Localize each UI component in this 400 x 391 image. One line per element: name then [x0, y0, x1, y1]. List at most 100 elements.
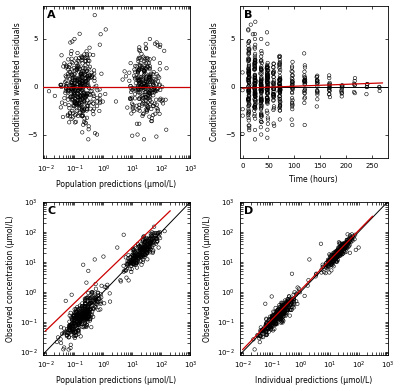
Point: [83, 295, 89, 301]
Point: [330, 259, 336, 265]
Point: [135, 87, 142, 93]
Point: [326, 91, 332, 97]
Point: [70, 329, 76, 335]
Point: [142, 244, 148, 251]
Point: [272, 317, 278, 324]
Point: [301, 68, 308, 75]
Point: [74, 313, 80, 319]
Point: [284, 307, 290, 313]
Point: [79, 129, 86, 135]
Point: [276, 63, 283, 70]
Point: [127, 83, 134, 89]
Point: [258, 334, 264, 340]
Point: [264, 332, 270, 338]
Point: [328, 256, 334, 262]
Point: [149, 244, 155, 250]
Point: [87, 64, 93, 70]
Point: [63, 86, 70, 92]
Point: [100, 253, 107, 260]
Point: [130, 256, 136, 263]
Point: [330, 252, 337, 258]
Point: [326, 258, 332, 264]
Point: [352, 75, 358, 81]
Point: [289, 78, 295, 84]
Point: [328, 260, 335, 266]
Point: [151, 83, 158, 89]
Point: [84, 102, 90, 108]
Point: [125, 277, 132, 283]
Point: [69, 86, 75, 92]
Point: [277, 102, 283, 108]
Point: [277, 88, 283, 95]
Point: [143, 246, 150, 253]
Point: [72, 315, 78, 321]
Point: [336, 251, 342, 258]
Point: [68, 85, 74, 91]
Point: [74, 315, 80, 321]
Point: [252, 75, 258, 82]
Point: [277, 59, 283, 65]
Point: [52, 93, 58, 99]
Point: [344, 245, 350, 251]
Point: [142, 248, 149, 254]
Point: [138, 102, 145, 109]
Point: [73, 86, 79, 92]
Point: [84, 311, 90, 317]
Point: [58, 104, 64, 111]
Point: [328, 255, 334, 261]
Point: [87, 295, 94, 301]
Point: [137, 248, 144, 255]
Point: [128, 262, 134, 269]
Point: [62, 79, 68, 85]
Point: [73, 323, 79, 329]
Point: [258, 103, 264, 109]
Point: [86, 126, 92, 133]
Point: [258, 119, 265, 125]
Point: [80, 83, 86, 89]
Point: [65, 93, 71, 99]
Point: [133, 251, 140, 257]
Point: [279, 304, 285, 310]
Point: [138, 86, 144, 92]
Point: [339, 243, 345, 249]
Point: [246, 73, 252, 79]
Point: [68, 93, 74, 100]
Point: [252, 81, 258, 87]
Point: [146, 248, 152, 254]
Point: [139, 250, 146, 256]
Point: [281, 305, 288, 312]
Point: [134, 255, 141, 261]
Point: [340, 244, 347, 250]
Point: [287, 302, 294, 308]
Point: [302, 79, 308, 85]
Point: [145, 242, 152, 248]
Point: [76, 312, 83, 318]
Point: [137, 94, 144, 100]
Point: [68, 48, 75, 54]
Point: [334, 253, 340, 259]
Point: [83, 324, 90, 330]
Point: [252, 99, 259, 105]
Point: [68, 51, 74, 57]
Point: [338, 86, 345, 92]
Point: [252, 91, 258, 97]
Point: [246, 87, 252, 93]
Point: [79, 311, 85, 317]
Point: [144, 84, 151, 91]
Point: [146, 236, 152, 242]
Point: [71, 93, 78, 99]
Point: [142, 251, 148, 258]
Point: [276, 312, 282, 319]
Point: [258, 99, 264, 105]
Point: [155, 244, 162, 251]
Point: [141, 63, 147, 69]
Point: [337, 244, 344, 250]
Point: [252, 45, 258, 52]
Point: [267, 324, 274, 330]
Point: [252, 84, 258, 90]
Point: [81, 311, 87, 317]
Point: [120, 269, 127, 275]
Point: [79, 303, 85, 309]
Point: [73, 309, 79, 316]
Point: [76, 66, 83, 72]
